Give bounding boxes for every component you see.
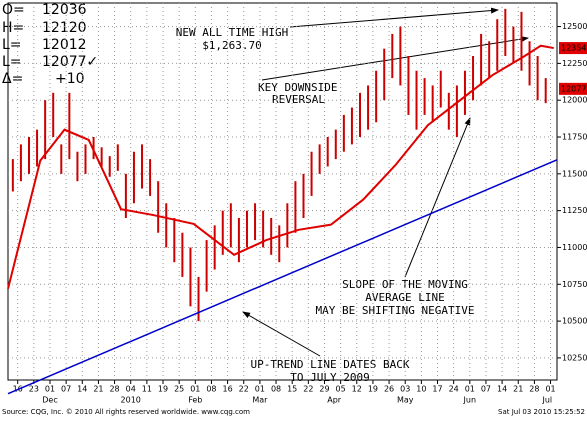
footer-source: Source: CQG, Inc. © 2010 All rights rese… (2, 408, 250, 416)
y-tick-label: 11750 (562, 133, 587, 142)
x-tick-label: 04 (126, 385, 136, 394)
annotation: AVERAGE LINE (365, 291, 444, 304)
x-tick-label: 01 (545, 385, 555, 394)
y-tick-label: 12250 (562, 59, 587, 68)
quote-label: L= (2, 37, 22, 53)
quote-value: 12120 (42, 20, 87, 36)
x-tick-label: 08 (271, 385, 281, 394)
annotation: KEY DOWNSIDE (258, 81, 337, 94)
x-tick-label: 21 (93, 385, 103, 394)
y-tick-label: 11250 (562, 206, 587, 215)
month-label: May (397, 396, 414, 405)
quote-value: +10 (55, 71, 85, 87)
quote-value: 12036 (42, 2, 87, 18)
x-tick-label: 05 (336, 385, 346, 394)
y-tick-label: 12500 (562, 22, 587, 31)
last-value-box (559, 42, 587, 55)
arrow (289, 7, 499, 28)
x-tick-label: 16 (223, 385, 233, 394)
annotations: NEW ALL TIME HIGH $1,263.70 KEY DOWNSIDE… (176, 7, 529, 384)
x-tick-label: 28 (109, 385, 119, 394)
x-tick-label: 01 (255, 385, 265, 394)
arrow (261, 36, 529, 81)
annotation: MAY BE SHIFTING NEGATIVE (316, 304, 475, 317)
y-tick-label: 12000 (562, 96, 587, 105)
month-label: Mar (252, 396, 268, 405)
footer-date: Sat Jul 03 2010 15:25:52 (498, 408, 585, 416)
x-tick-label: 14 (497, 385, 507, 394)
x-tick-label: 03 (400, 385, 410, 394)
x-tick-label: 14 (77, 385, 87, 394)
x-tick-label: 26 (384, 385, 394, 394)
x-tick-label: 01 (45, 385, 55, 394)
quote-label: Δ= (2, 71, 23, 87)
x-tick-label: 07 (61, 385, 71, 394)
annotation: $1,263.70 (202, 39, 262, 52)
x-tick-label: 24 (449, 385, 459, 394)
x-tick-label: 28 (529, 385, 539, 394)
last-value-label: 12354 (561, 44, 586, 53)
x-tick-label: 07 (481, 385, 491, 394)
annotation: UP-TREND LINE DATES BACK (251, 358, 410, 371)
quote-label: L= (2, 54, 22, 70)
annotation: NEW ALL TIME HIGH (176, 26, 289, 39)
x-tick-label: 22 (303, 385, 313, 394)
quote-value: 12077✓ (42, 54, 98, 70)
x-tick-label: 01 (190, 385, 200, 394)
annotation: TO JULY 2009 (290, 371, 369, 384)
x-tick-label: 08 (206, 385, 216, 394)
month-label: Feb (188, 396, 202, 405)
x-tick-label: 19 (368, 385, 378, 394)
y-tick-label: 11000 (562, 243, 587, 252)
month-label: Jul (541, 396, 552, 405)
x-tick-label: 19 (158, 385, 168, 394)
x-tick-label: 23 (29, 385, 39, 394)
last-value-box (559, 82, 587, 95)
quote-box: O= 12036 H= 12120 L= 12012 L= 12077✓ Δ= … (2, 2, 98, 87)
x-tick-label: 11 (142, 385, 152, 394)
x-tick-label: 12 (352, 385, 362, 394)
moving-average (7, 44, 554, 289)
arrow (404, 117, 471, 278)
month-label: 2010 (121, 396, 141, 405)
x-tick-label: 25 (174, 385, 184, 394)
x-tick-label: 22 (239, 385, 249, 394)
trend-line (7, 159, 558, 395)
y-tick-label: 10500 (562, 317, 587, 326)
arrow (242, 311, 321, 357)
y-tick-label: 10250 (562, 353, 587, 362)
x-tick-label: 21 (513, 385, 523, 394)
y-tick-label: 10750 (562, 280, 587, 289)
quote-label: H= (2, 20, 24, 36)
y-tick-label: 11500 (562, 169, 587, 178)
x-tick-label: 01 (465, 385, 475, 394)
x-tick-label: 17 (432, 385, 442, 394)
annotation: REVERSAL (272, 93, 325, 106)
quote-label: O= (2, 2, 25, 18)
month-label: Apr (327, 396, 342, 405)
x-tick-label: 29 (319, 385, 329, 394)
quote-value: 12012 (42, 37, 87, 53)
month-label: Dec (42, 396, 57, 405)
x-tick-label: 15 (287, 385, 297, 394)
month-label: Jun (463, 396, 477, 405)
last-value-label: 12077 (561, 84, 586, 93)
x-tick-label: 10 (416, 385, 426, 394)
plot-frame (7, 2, 558, 381)
